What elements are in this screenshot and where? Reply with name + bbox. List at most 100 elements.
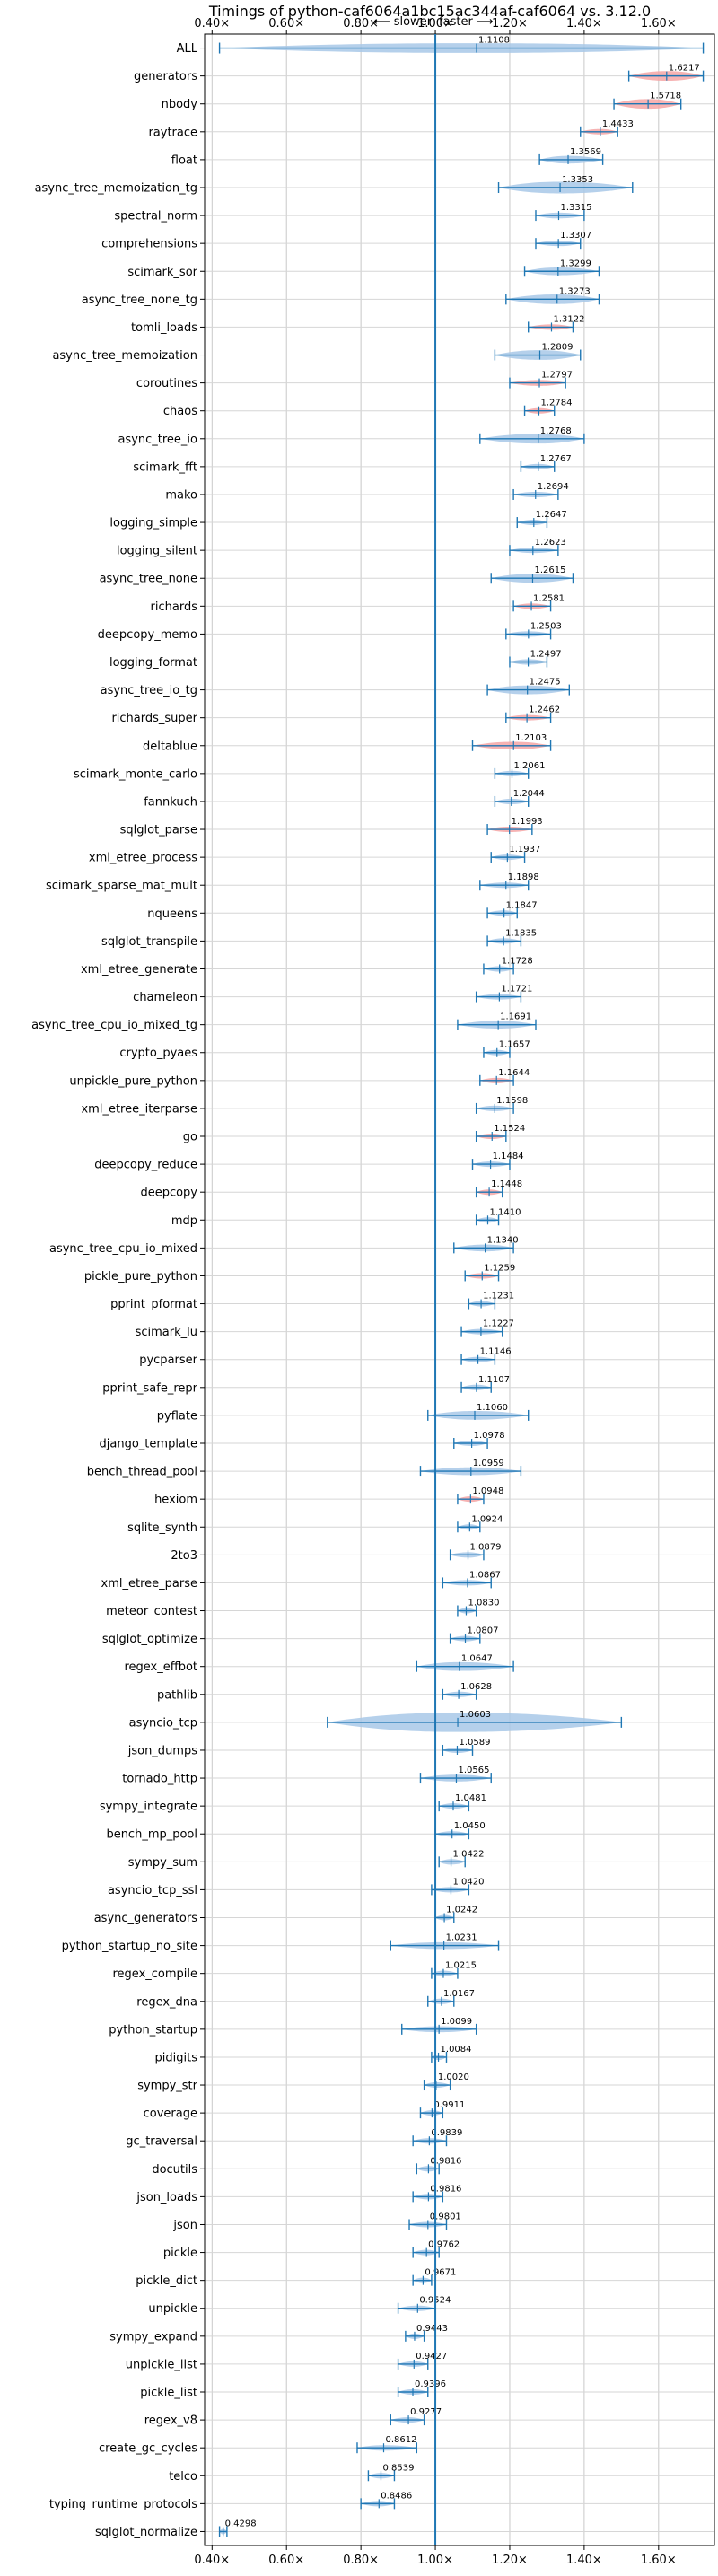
value-label: 1.1993 <box>512 817 543 827</box>
y-label: pickle_dict <box>136 2274 197 2288</box>
y-label: logging_silent <box>117 545 197 558</box>
value-label: 1.0807 <box>468 1626 499 1636</box>
violin-deepcopy_memo: 1.2503 <box>505 621 562 640</box>
x-tick-label-top: 1.00× <box>417 17 453 31</box>
value-label: 1.0422 <box>453 1849 485 1859</box>
value-label: 1.1231 <box>483 1292 514 1301</box>
value-label: 0.9443 <box>416 2324 448 2334</box>
value-label: 1.0948 <box>472 1486 503 1496</box>
y-label: sqlglot_parse <box>120 824 197 837</box>
violin-sympy_expand: 0.9443 <box>405 2324 448 2342</box>
value-label: 0.9911 <box>433 2100 465 2110</box>
violin-tornado_http: 1.0565 <box>419 1766 492 1784</box>
violin-pprint_pformat: 1.1231 <box>468 1292 514 1310</box>
value-label: 0.9277 <box>410 2407 442 2417</box>
value-label: 1.2784 <box>540 399 572 408</box>
y-label: logging_format <box>109 656 197 670</box>
plot-frame <box>204 33 715 2546</box>
y-label: create_gc_cycles <box>99 2442 197 2456</box>
violin-pickle_dict: 0.9671 <box>412 2268 456 2286</box>
violin-scimark_monte_carlo: 1.2061 <box>494 761 545 779</box>
violin-create_gc_cycles: 0.8612 <box>356 2435 418 2454</box>
y-label: pathlib <box>157 1688 197 1702</box>
y-label: async_tree_cpu_io_mixed_tg <box>31 1019 197 1032</box>
violin-xml_etree_generate: 1.1728 <box>483 956 533 975</box>
y-label: hexiom <box>154 1494 197 1507</box>
x-tick-label-top: 1.60× <box>641 17 677 31</box>
y-label: regex_dna <box>136 1995 197 2009</box>
y-label: go <box>183 1131 197 1144</box>
y-label: docutils <box>152 2163 197 2177</box>
y-label: tomli_loads <box>131 321 197 335</box>
y-label: generators <box>134 70 197 83</box>
x-tick-label-top: 0.80× <box>343 17 379 31</box>
y-label: pprint_safe_repr <box>102 1381 197 1395</box>
value-label: 1.1259 <box>484 1263 515 1273</box>
value-label: 1.0959 <box>473 1459 504 1468</box>
value-label: 1.0565 <box>458 1766 489 1775</box>
value-label: 1.3299 <box>560 258 591 268</box>
y-label: xml_etree_iterparse <box>81 1102 197 1116</box>
value-label: 1.1107 <box>478 1375 510 1385</box>
value-label: 0.9839 <box>431 2128 462 2138</box>
value-label: 1.0867 <box>469 1570 501 1580</box>
value-label: 1.1937 <box>509 845 540 854</box>
value-label: 1.1728 <box>502 956 533 966</box>
y-label: pyflate <box>157 1409 197 1423</box>
violin-pyflate: 1.1060 <box>427 1403 530 1421</box>
value-label: 0.9762 <box>428 2240 460 2250</box>
x-axis-bottom-ticks: 0.40× 0.60× 0.80× 1.00× 1.20× 1.40× 1.60× <box>194 2545 677 2567</box>
value-label: 1.2797 <box>541 371 573 381</box>
y-label: chameleon <box>133 991 197 1004</box>
value-label: 1.2615 <box>534 565 565 575</box>
value-label: 1.3122 <box>553 314 584 324</box>
y-label: async_tree_io <box>118 433 197 446</box>
direction-annotation: ⟵ slower faster ⟶ <box>373 15 494 29</box>
y-label: deepcopy_reduce <box>94 1159 197 1172</box>
violin-async_tree_io: 1.2768 <box>479 426 585 444</box>
y-label: pidigits <box>155 2051 198 2064</box>
violin-deltablue: 1.2103 <box>471 733 552 751</box>
value-label: 1.0231 <box>446 1933 477 1943</box>
y-label: richards_super <box>111 712 197 725</box>
y-label: json_loads <box>136 2191 197 2204</box>
violin-series: 1.1108 1.6217 1.5718 1.4433 1.3569 1.3353 1.33… <box>218 36 705 2537</box>
y-label: xml_etree_parse <box>101 1577 197 1590</box>
value-label: 1.0924 <box>471 1514 503 1524</box>
y-label: richards <box>151 600 198 614</box>
y-label: telco <box>169 2470 197 2484</box>
value-label: 1.0215 <box>445 1961 477 1971</box>
violin-unpickle_list: 0.9427 <box>397 2352 447 2370</box>
violin-richards: 1.2581 <box>512 593 565 612</box>
violin-2to3: 1.0879 <box>449 1542 501 1561</box>
violin-asyncio_tcp_ssl: 1.0420 <box>431 1877 484 1896</box>
violin-hexiom: 1.0948 <box>457 1486 503 1505</box>
y-label: deepcopy_memo <box>98 628 197 642</box>
violin-nqueens: 1.1847 <box>486 900 538 919</box>
violin-nbody: 1.5718 <box>613 92 682 110</box>
violin-deepcopy_reduce: 1.1484 <box>471 1152 524 1170</box>
value-label: 1.0242 <box>446 1906 477 1915</box>
value-label: 1.3353 <box>562 175 593 185</box>
value-label: 1.2497 <box>530 650 562 660</box>
y-label: xml_etree_generate <box>81 963 197 977</box>
y-label: async_tree_io_tg <box>101 684 197 697</box>
x-tick-label-bottom: 1.60× <box>641 2554 677 2567</box>
y-label: regex_compile <box>112 1967 197 1981</box>
value-label: 1.1146 <box>480 1347 512 1357</box>
faster-annotation: faster ⟶ <box>439 15 494 29</box>
value-label: 1.0167 <box>443 1989 475 1999</box>
violin-python_startup_no_site: 1.0231 <box>390 1933 500 1951</box>
violin-typing_runtime_protocols: 0.8486 <box>360 2491 412 2510</box>
value-label: 1.1644 <box>498 1068 530 1078</box>
y-label: logging_simple <box>109 517 197 530</box>
value-label: 1.1410 <box>490 1207 521 1217</box>
violin-go: 1.1524 <box>475 1124 525 1143</box>
violin-async_tree_cpu_io_mixed_tg: 1.1691 <box>457 1012 537 1030</box>
violin-xml_etree_iterparse: 1.1598 <box>475 1096 528 1114</box>
y-label: scimark_monte_carlo <box>74 767 197 781</box>
y-label: json <box>172 2219 197 2232</box>
value-label: 1.0603 <box>460 1710 491 1720</box>
y-label: async_tree_none <box>100 573 197 586</box>
violin-chameleon: 1.1721 <box>475 985 532 1003</box>
